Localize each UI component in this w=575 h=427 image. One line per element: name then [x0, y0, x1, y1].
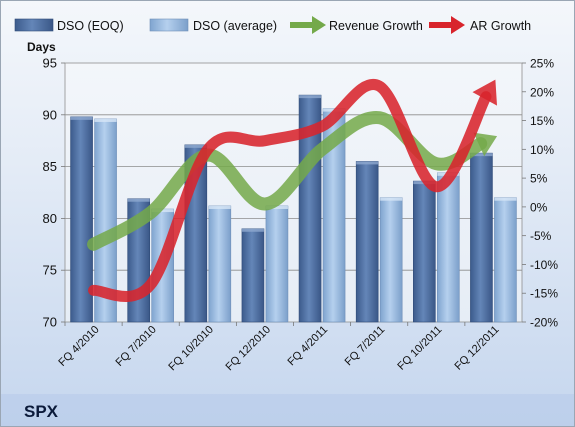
bar-dso-average — [437, 172, 460, 323]
y2-tick-label: -10% — [530, 258, 558, 272]
line-revenue-growth — [87, 111, 488, 251]
bar-dso-eoq — [413, 180, 436, 323]
x-tick-label: FQ 12/2010 — [223, 324, 273, 374]
legend-label-dso-eoq: DSO (EOQ) — [57, 19, 124, 33]
x-tick-label: FQ 4/2011 — [286, 324, 331, 369]
legend-item-dso-average: DSO (average) — [149, 18, 277, 33]
x-tick-label: FQ 7/2010 — [114, 324, 159, 369]
legend-arrow-head-revenue — [312, 16, 326, 34]
bar-top-dso-eoq — [299, 95, 322, 99]
arrow-head-revenue-growth — [473, 132, 498, 157]
x-tick-label: FQ 10/2011 — [395, 324, 444, 373]
bar-dso-eoq — [355, 161, 379, 323]
line-series — [87, 79, 498, 302]
footer-band — [1, 394, 574, 426]
bar-dso-average — [379, 197, 403, 323]
y2-tick-label: -15% — [530, 287, 558, 301]
y-tick-label: 70 — [43, 315, 57, 330]
y-tick-label: 75 — [43, 263, 57, 278]
legend-item-revenue-growth: Revenue Growth — [290, 16, 423, 34]
y2-tick-label: -5% — [530, 229, 552, 243]
y2-axis-ticks: -20% -15% -10% -5% 0% 5% 10% 15% 20% 25% — [522, 57, 558, 330]
y2-tick-label: -20% — [530, 316, 558, 330]
bar-top-dso-eoq — [127, 198, 150, 202]
legend-label-ar-growth: AR Growth — [470, 19, 531, 33]
y-tick-label: 95 — [43, 56, 57, 71]
x-tick-label: FQ 4/2010 — [56, 324, 101, 369]
x-tick-label: FQ 10/2010 — [166, 324, 216, 374]
y2-tick-label: 0% — [530, 200, 548, 214]
x-tick-label: FQ 12/2011 — [453, 324, 502, 373]
x-tick-label: FQ 7/2011 — [343, 324, 388, 369]
y2-tick-label: 15% — [530, 114, 554, 128]
bar-top-dso-average — [208, 205, 231, 209]
bar-top-dso-eoq — [184, 144, 207, 148]
y2-tick-label: 25% — [530, 57, 554, 71]
bar-top-dso-average — [265, 205, 288, 209]
legend-label-revenue-growth: Revenue Growth — [329, 19, 423, 33]
bar-top-dso-eoq — [241, 228, 264, 232]
legend-swatch-dso-average — [149, 18, 189, 32]
legend-item-dso-eoq: DSO (EOQ) — [14, 18, 124, 33]
y-tick-label: 80 — [43, 211, 57, 226]
ticker-label: SPX — [24, 402, 59, 421]
bar-top-dso-average — [94, 118, 117, 122]
legend-swatch-dso-eoq — [14, 18, 54, 32]
y-tick-label: 85 — [43, 159, 57, 174]
bar-dso-eoq — [241, 228, 265, 323]
x-axis-labels: FQ 4/2010 FQ 7/2010 FQ 10/2010 FQ 12/2010 FQ… — [56, 322, 502, 374]
bar-dso-average — [265, 205, 289, 323]
y2-tick-label: 10% — [530, 143, 554, 157]
legend-label-dso-average: DSO (average) — [193, 19, 277, 33]
bar-top-dso-eoq — [70, 116, 93, 120]
bar-dso-eoq — [470, 152, 493, 323]
bar-top-dso-average — [380, 197, 403, 201]
y-tick-label: 90 — [43, 107, 57, 122]
legend-item-ar-growth: AR Growth — [429, 16, 531, 34]
line-ar-growth — [88, 79, 492, 302]
y2-tick-label: 20% — [530, 85, 554, 99]
bar-dso-average — [208, 205, 232, 323]
arrow-head-ar-growth — [472, 79, 498, 106]
bar-top-dso-eoq — [356, 161, 379, 165]
y2-tick-label: 5% — [530, 172, 548, 186]
bar-top-dso-average — [494, 197, 517, 201]
legend-arrow-head-ar — [451, 16, 465, 34]
legend: DSO (EOQ) DSO (average) Revenue Growth A… — [14, 16, 531, 34]
bar-top-dso-average — [151, 209, 174, 213]
bar-dso-average — [494, 197, 517, 323]
y-axis-ticks: 70 75 80 85 90 95 — [43, 56, 65, 330]
y-axis-title: Days — [27, 40, 56, 54]
bar-top-dso-eoq — [470, 153, 493, 157]
